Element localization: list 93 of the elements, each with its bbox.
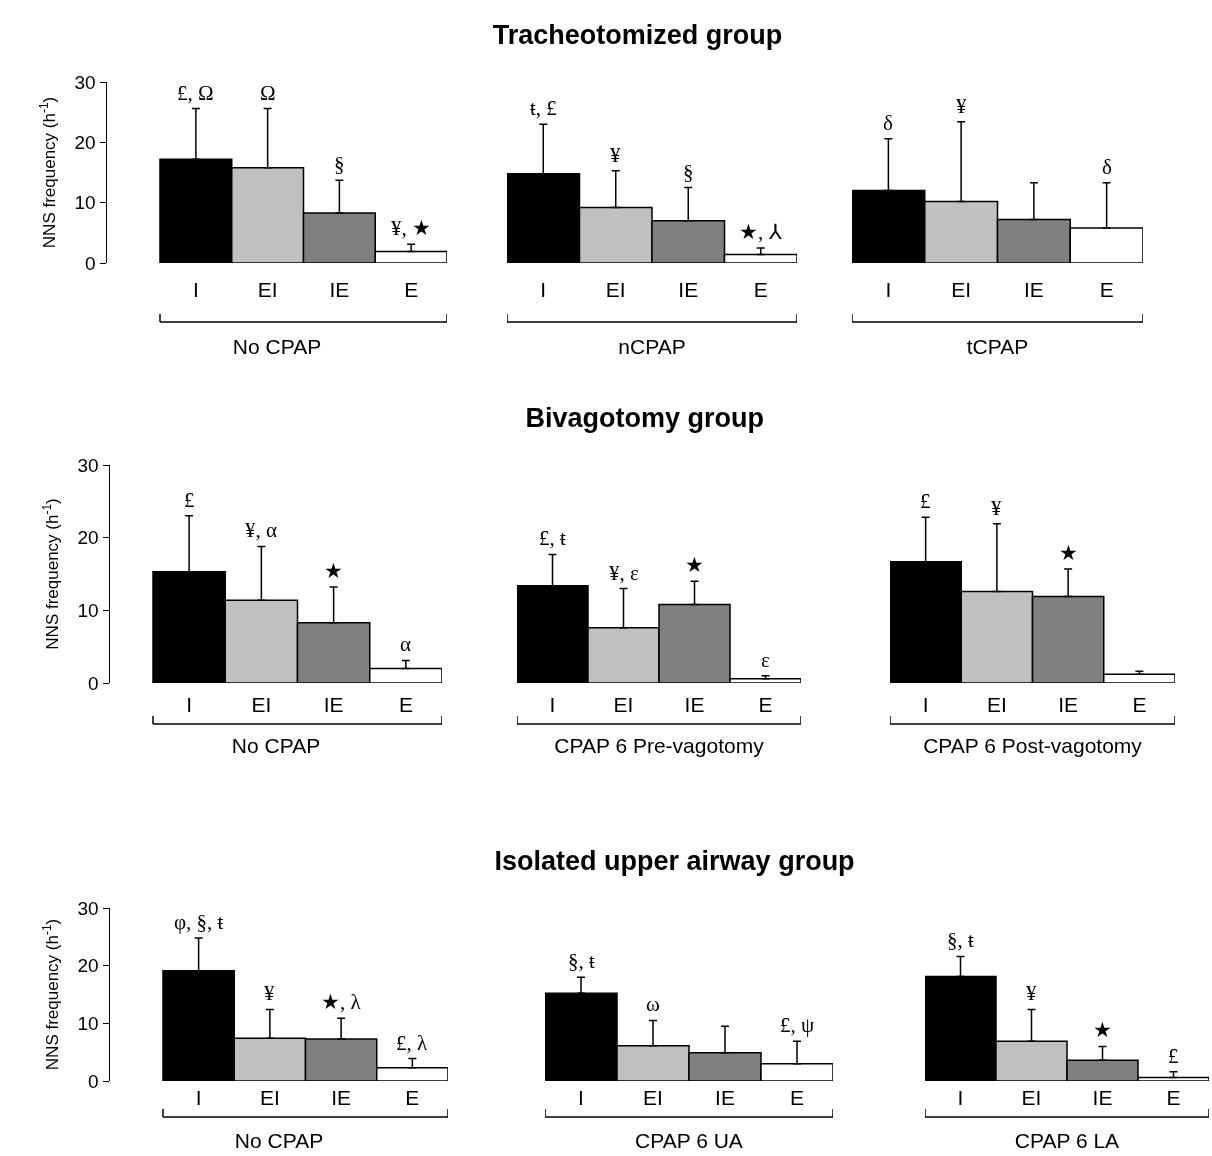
y-tick-label: 20 bbox=[74, 131, 96, 153]
x-tick-label: E bbox=[398, 693, 413, 716]
x-tick-label: EI bbox=[257, 278, 278, 301]
x-axis-title: CPAP 6 LA bbox=[1014, 1129, 1120, 1153]
annotation: £ bbox=[920, 489, 931, 513]
x-axis-title: nCPAP bbox=[618, 335, 686, 359]
x-axis-title: No CPAP bbox=[232, 335, 322, 359]
y-tick-label: 20 bbox=[77, 955, 99, 977]
annotation: §, ŧ bbox=[568, 949, 595, 973]
y-tick-label: 30 bbox=[77, 897, 99, 919]
annotation: ¥ bbox=[264, 981, 275, 1005]
x-tick-label: I bbox=[885, 278, 892, 301]
annotation: ŧ, £ bbox=[530, 96, 557, 120]
annotation: £ bbox=[184, 488, 195, 512]
x-tick-label: IE bbox=[329, 278, 350, 301]
x-tick-label: I bbox=[578, 1086, 584, 1109]
x-tick-label: IE bbox=[1092, 1086, 1113, 1109]
y-tick-label: 10 bbox=[77, 599, 99, 621]
x-tick-label: EI bbox=[251, 693, 272, 716]
annotation: ε bbox=[761, 648, 770, 672]
annotation: ¥, ε bbox=[609, 561, 639, 585]
chart-title: Isolated upper airway group bbox=[494, 846, 855, 876]
annotation: ¥ bbox=[610, 143, 621, 167]
x-tick-label: EI bbox=[643, 1086, 663, 1109]
x-tick-label: EI bbox=[1021, 1086, 1042, 1109]
x-tick-label: E bbox=[405, 1086, 420, 1109]
x-tick-label: I bbox=[186, 693, 193, 716]
x-tick-label: E bbox=[758, 693, 773, 716]
x-axis-title: CPAP 6 Pre-vagotomy bbox=[554, 734, 765, 758]
annotation: £, Ω bbox=[177, 81, 214, 105]
annotation: ★ bbox=[1059, 541, 1078, 565]
x-axis-title: No CPAP bbox=[231, 734, 321, 758]
annotation: ★, ⅄ bbox=[739, 220, 782, 244]
annotation: δ bbox=[1102, 155, 1112, 179]
annotation: §, ŧ bbox=[947, 928, 974, 952]
x-axis-title: CPAP 6 Post-vagotomy bbox=[923, 734, 1143, 758]
y-tick-label: 20 bbox=[77, 527, 99, 549]
annotation: α bbox=[400, 632, 412, 656]
x-axis-title: tCPAP bbox=[966, 335, 1029, 359]
x-tick-label: I bbox=[195, 1086, 202, 1109]
x-tick-label: IE bbox=[715, 1086, 735, 1109]
annotation: ¥ bbox=[956, 94, 967, 118]
x-tick-label: EI bbox=[951, 278, 972, 301]
annotation: ¥ bbox=[1026, 981, 1037, 1005]
x-tick-label: I bbox=[540, 278, 547, 301]
annotation: ¥, ★ bbox=[391, 216, 431, 240]
annotation: ¥ bbox=[991, 496, 1002, 520]
x-tick-label: I bbox=[922, 693, 929, 716]
x-tick-label: IE bbox=[1058, 693, 1079, 716]
x-tick-label: I bbox=[192, 278, 199, 301]
x-tick-label: EI bbox=[613, 693, 634, 716]
x-tick-label: IE bbox=[678, 278, 699, 301]
y-tick-label: 30 bbox=[74, 71, 96, 93]
annotation: ω bbox=[646, 992, 660, 1016]
annotation: ★ bbox=[1093, 1018, 1112, 1042]
annotation: £ bbox=[1168, 1044, 1179, 1068]
x-tick-label: I bbox=[957, 1086, 964, 1109]
annotation: § bbox=[334, 152, 345, 176]
y-tick-label: 30 bbox=[77, 454, 99, 476]
chart-title: Bivagotomy group bbox=[525, 403, 765, 433]
annotation: δ bbox=[883, 111, 893, 135]
annotation: ★ bbox=[685, 553, 704, 577]
annotation: Ω bbox=[260, 81, 276, 105]
annotation: ¥, α bbox=[245, 518, 278, 542]
x-tick-label: EI bbox=[605, 278, 626, 301]
x-tick-label: E bbox=[404, 278, 419, 301]
annotation: § bbox=[683, 160, 694, 184]
x-tick-label: E bbox=[1099, 278, 1114, 301]
x-tick-label: IE bbox=[1023, 278, 1044, 301]
x-tick-label: IE bbox=[331, 1086, 352, 1109]
x-tick-label: EI bbox=[259, 1086, 280, 1109]
annotation: £, ŧ bbox=[539, 526, 566, 550]
annotation: £, λ bbox=[396, 1031, 428, 1055]
y-tick-label: 0 bbox=[85, 252, 96, 274]
x-tick-label: I bbox=[549, 693, 556, 716]
annotation: ★, λ bbox=[321, 990, 362, 1014]
y-tick-label: 10 bbox=[77, 1012, 99, 1034]
x-tick-label: E bbox=[789, 1086, 805, 1109]
y-tick-label: 0 bbox=[88, 1070, 99, 1092]
y-tick-label: 0 bbox=[88, 672, 99, 694]
x-axis-title: No CPAP bbox=[234, 1129, 324, 1153]
annotation: ★ bbox=[324, 559, 343, 583]
x-tick-label: IE bbox=[323, 693, 344, 716]
x-axis-title: CPAP 6 UA bbox=[635, 1129, 743, 1153]
chart-title: Tracheotomized group bbox=[492, 20, 783, 50]
annotation: φ, §, ŧ bbox=[174, 910, 224, 934]
x-tick-label: E bbox=[753, 278, 768, 301]
x-tick-label: IE bbox=[684, 693, 705, 716]
x-tick-label: E bbox=[1132, 693, 1147, 716]
x-tick-label: EI bbox=[986, 693, 1007, 716]
y-tick-label: 10 bbox=[74, 192, 96, 214]
x-tick-label: E bbox=[1166, 1086, 1181, 1109]
annotation: £, ψ bbox=[780, 1013, 815, 1037]
